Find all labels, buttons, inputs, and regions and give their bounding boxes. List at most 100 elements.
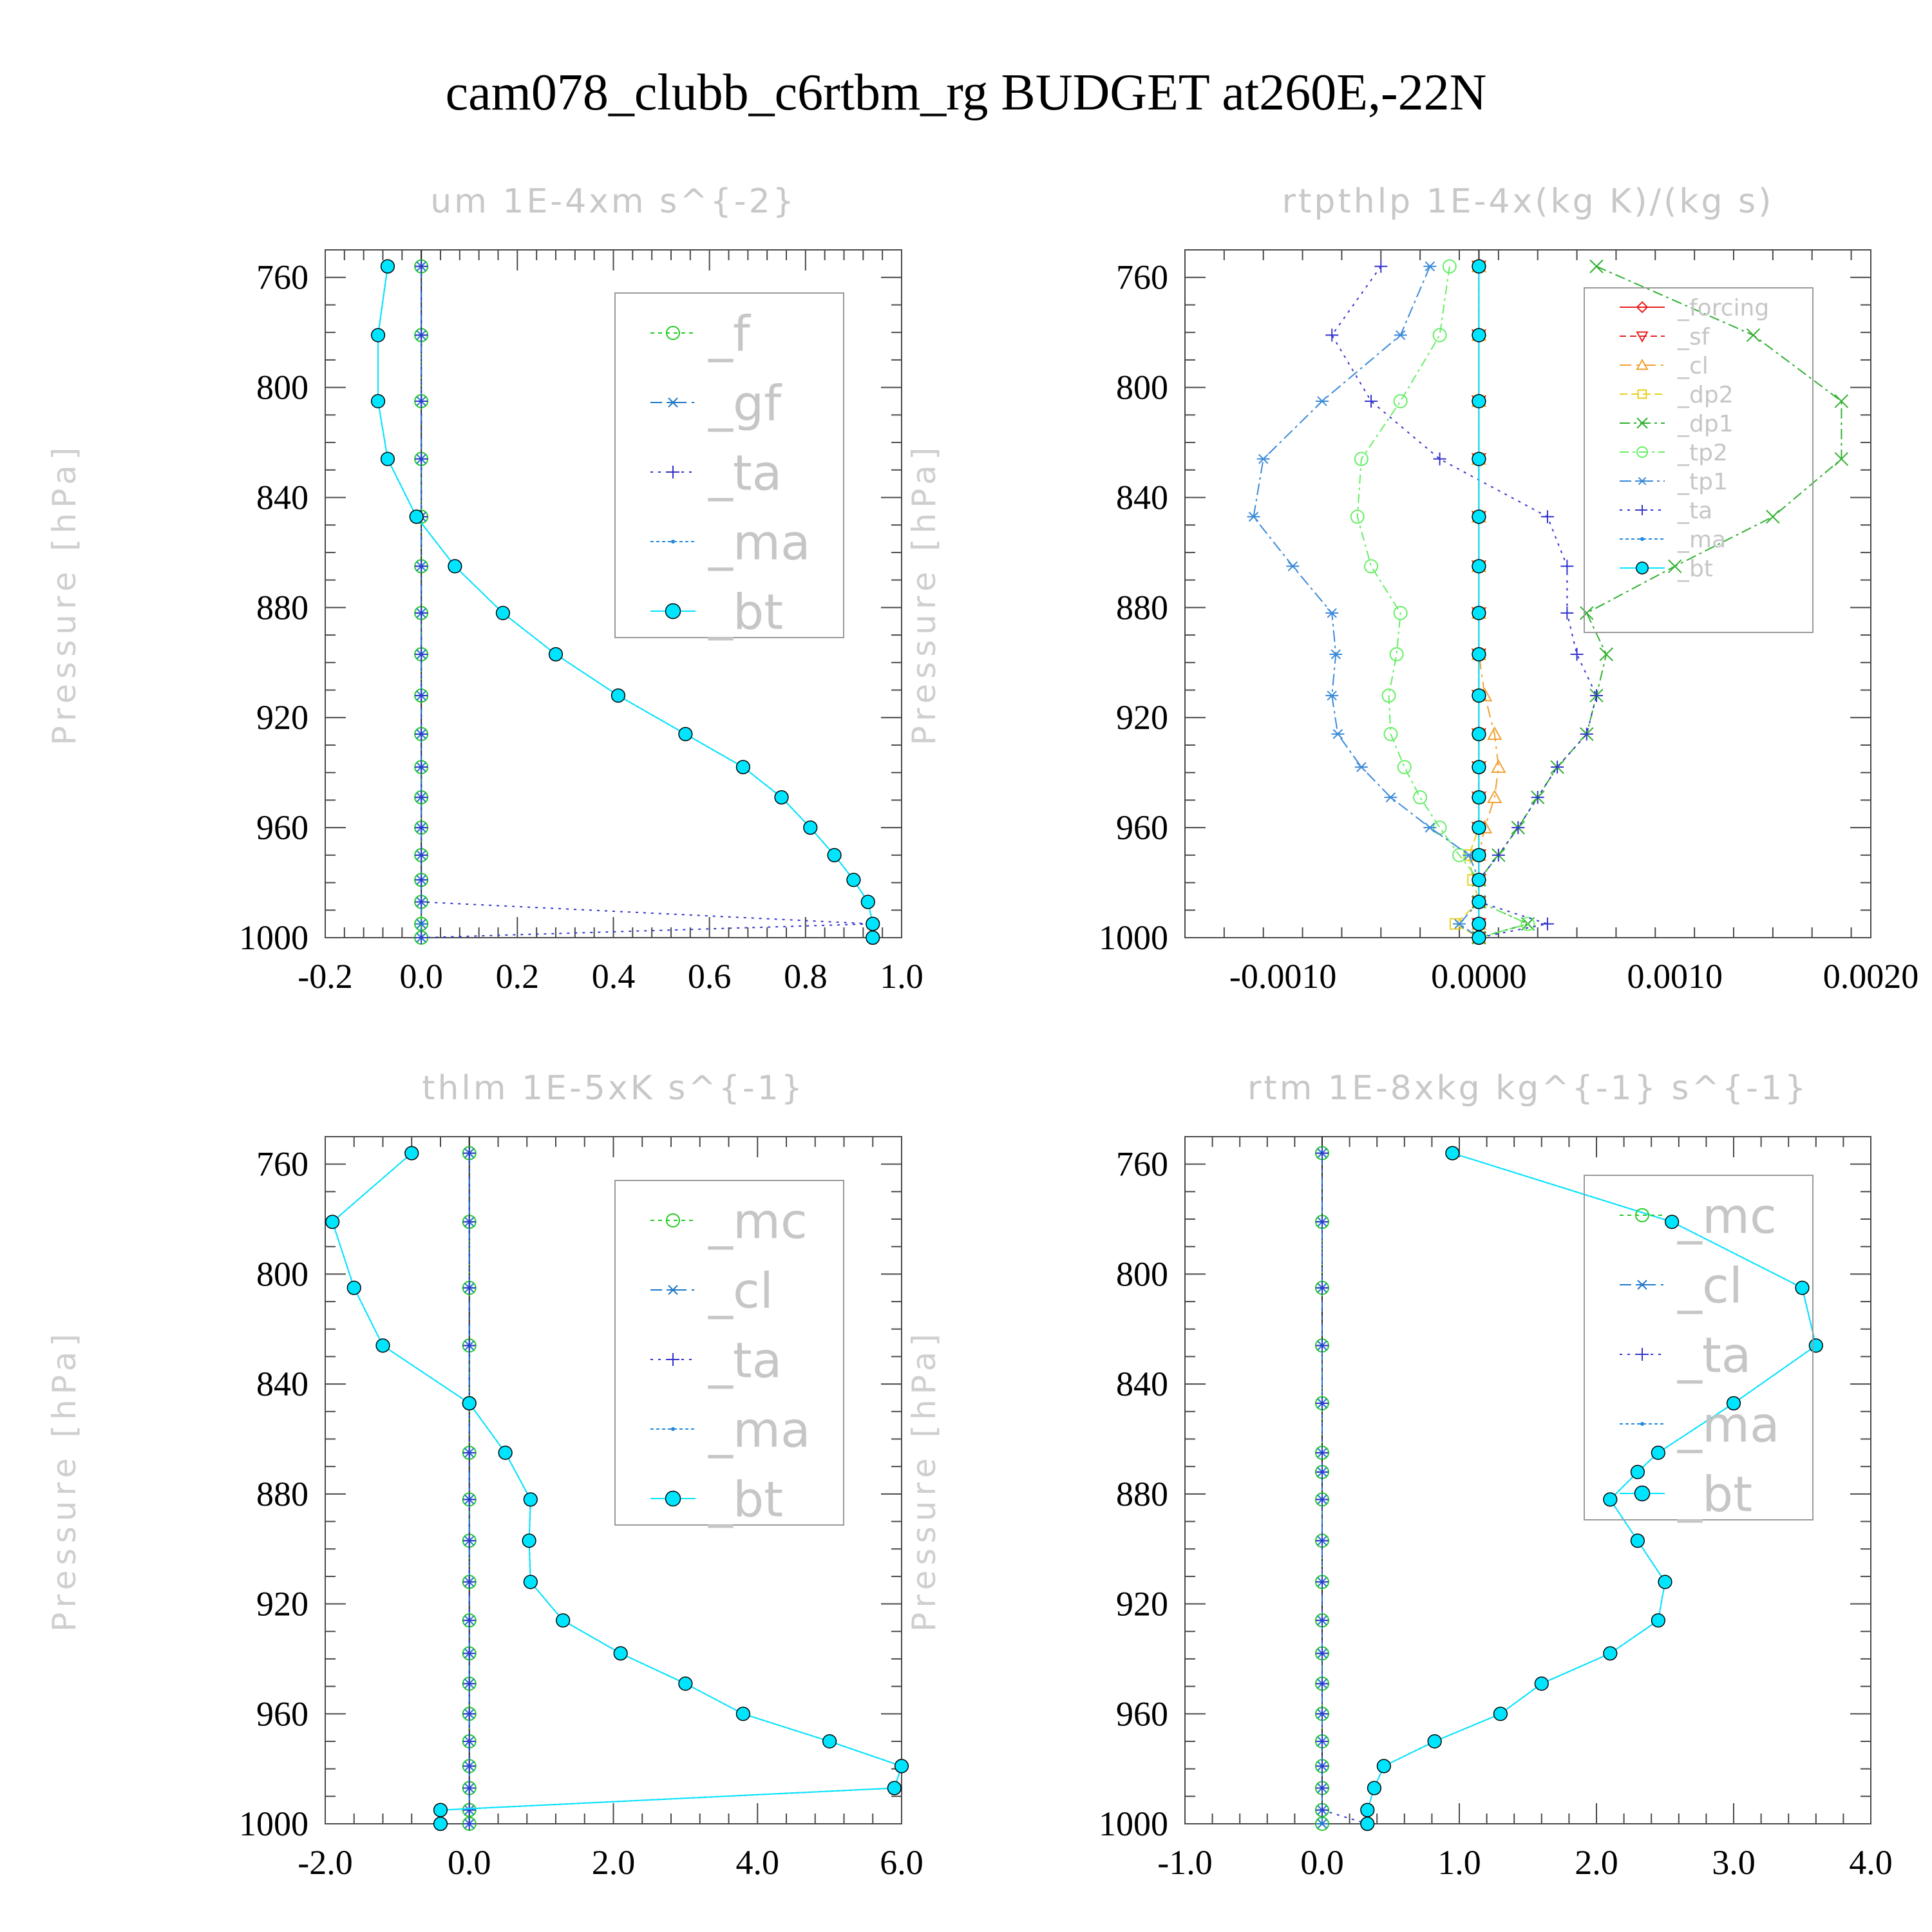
legend-label: _forcing xyxy=(1677,295,1769,321)
y-tick-label: 840 xyxy=(256,478,308,516)
data-point xyxy=(1472,760,1486,775)
x-tick-label: 4.0 xyxy=(736,1843,780,1882)
data-point xyxy=(462,1707,476,1721)
data-point xyxy=(1636,1348,1649,1361)
y-tick-label: 920 xyxy=(1116,698,1168,737)
data-point xyxy=(1637,477,1647,486)
data-point xyxy=(415,873,428,887)
data-point xyxy=(1560,606,1574,620)
data-point xyxy=(1365,394,1378,408)
data-point xyxy=(462,1281,476,1294)
data-point xyxy=(1540,510,1554,524)
data-point xyxy=(1472,393,1486,409)
data-point xyxy=(462,1575,476,1589)
series-line-cl xyxy=(1478,266,1499,938)
data-point xyxy=(1376,1759,1391,1774)
x-tick-label: 0.0010 xyxy=(1627,957,1723,996)
y-tick-label: 800 xyxy=(1116,368,1168,407)
y-tick-label: 920 xyxy=(1116,1585,1168,1624)
y-tick-label: 760 xyxy=(256,258,308,297)
legend: _f _gf _ta _ma _bt xyxy=(614,292,844,640)
data-point xyxy=(1394,330,1407,341)
data-point xyxy=(1636,331,1649,343)
series-line-ta xyxy=(1321,1153,1368,1824)
data-point xyxy=(1384,792,1397,802)
data-point xyxy=(1364,559,1379,574)
data-point xyxy=(1472,688,1486,703)
data-point xyxy=(1247,511,1260,522)
data-point xyxy=(613,1646,628,1661)
data-point xyxy=(1634,1485,1651,1502)
y-tick-label: 760 xyxy=(1116,1145,1168,1184)
data-point xyxy=(415,560,428,573)
y-tick-label: 840 xyxy=(1116,478,1168,516)
y-axis-label: Pressure [hPa] xyxy=(905,442,943,746)
data-point xyxy=(548,647,564,662)
x-tick-label: -1.0 xyxy=(1157,1843,1212,1882)
panel-title: thlm 1E-5xK s^{-1} xyxy=(422,1069,805,1108)
legend-label: _gf xyxy=(708,374,782,431)
data-point xyxy=(1635,1208,1649,1222)
data-point xyxy=(415,394,428,408)
data-point xyxy=(1493,1707,1508,1721)
data-point xyxy=(1637,505,1647,515)
x-tick-label: 1.0 xyxy=(1437,1843,1481,1882)
data-point xyxy=(1590,689,1603,703)
data-point xyxy=(1487,726,1502,740)
y-tick-label: 960 xyxy=(256,808,308,847)
chart-panel-2: rtpthlp 1E-4x(kg K)/(kg s) Pressure [hPa]… xyxy=(905,182,1918,996)
data-point xyxy=(1367,1781,1382,1795)
legend-label: _ta xyxy=(1677,1326,1751,1383)
data-point xyxy=(1520,916,1535,931)
data-point xyxy=(666,1213,680,1227)
data-point xyxy=(522,1533,536,1548)
data-point xyxy=(415,821,428,835)
data-point xyxy=(415,848,428,862)
data-point xyxy=(1665,1215,1680,1229)
legend-label: _ta xyxy=(1677,498,1712,524)
series-line-ma xyxy=(377,266,874,938)
y-tick-label: 880 xyxy=(1116,588,1168,627)
x-tick-label: 0.2 xyxy=(496,957,540,996)
x-tick-label: 0.0 xyxy=(399,957,443,996)
data-point xyxy=(611,688,626,703)
data-point xyxy=(1316,1281,1329,1294)
data-point xyxy=(1354,451,1368,466)
data-point xyxy=(1472,895,1486,909)
legend-label: _bt xyxy=(1677,556,1713,582)
y-tick-label: 880 xyxy=(256,588,308,627)
data-point xyxy=(1580,606,1594,620)
data-point xyxy=(462,1759,476,1773)
data-point xyxy=(409,509,424,524)
data-point xyxy=(1413,790,1428,805)
y-tick-label: 840 xyxy=(1116,1365,1168,1403)
series-group xyxy=(1247,258,1849,946)
data-point xyxy=(415,895,428,909)
panel-title: um 1E-4xm s^{-2} xyxy=(430,182,797,221)
data-point xyxy=(415,452,428,466)
data-point xyxy=(415,647,428,661)
legend-label: _cl xyxy=(708,1262,773,1319)
data-point xyxy=(1834,451,1849,466)
data-point xyxy=(1472,726,1486,741)
data-point xyxy=(887,1781,902,1795)
data-point xyxy=(375,1338,390,1353)
x-tick-label: -0.0010 xyxy=(1229,957,1336,996)
data-point xyxy=(1637,389,1647,399)
data-point xyxy=(1316,1446,1329,1459)
data-point xyxy=(1316,396,1329,406)
data-point xyxy=(1540,917,1554,931)
legend-label: _f xyxy=(708,305,752,362)
data-point xyxy=(1472,930,1486,945)
data-point xyxy=(415,328,428,342)
data-point xyxy=(462,1146,476,1160)
series-line-dp2 xyxy=(1454,266,1480,938)
data-point xyxy=(1316,1781,1329,1795)
data-point xyxy=(735,760,750,775)
y-tick-label: 1000 xyxy=(239,1804,308,1843)
data-point xyxy=(1325,328,1339,342)
data-point xyxy=(1316,1575,1329,1589)
data-point xyxy=(1668,559,1682,573)
data-point xyxy=(1316,1493,1329,1506)
data-point xyxy=(803,820,818,835)
